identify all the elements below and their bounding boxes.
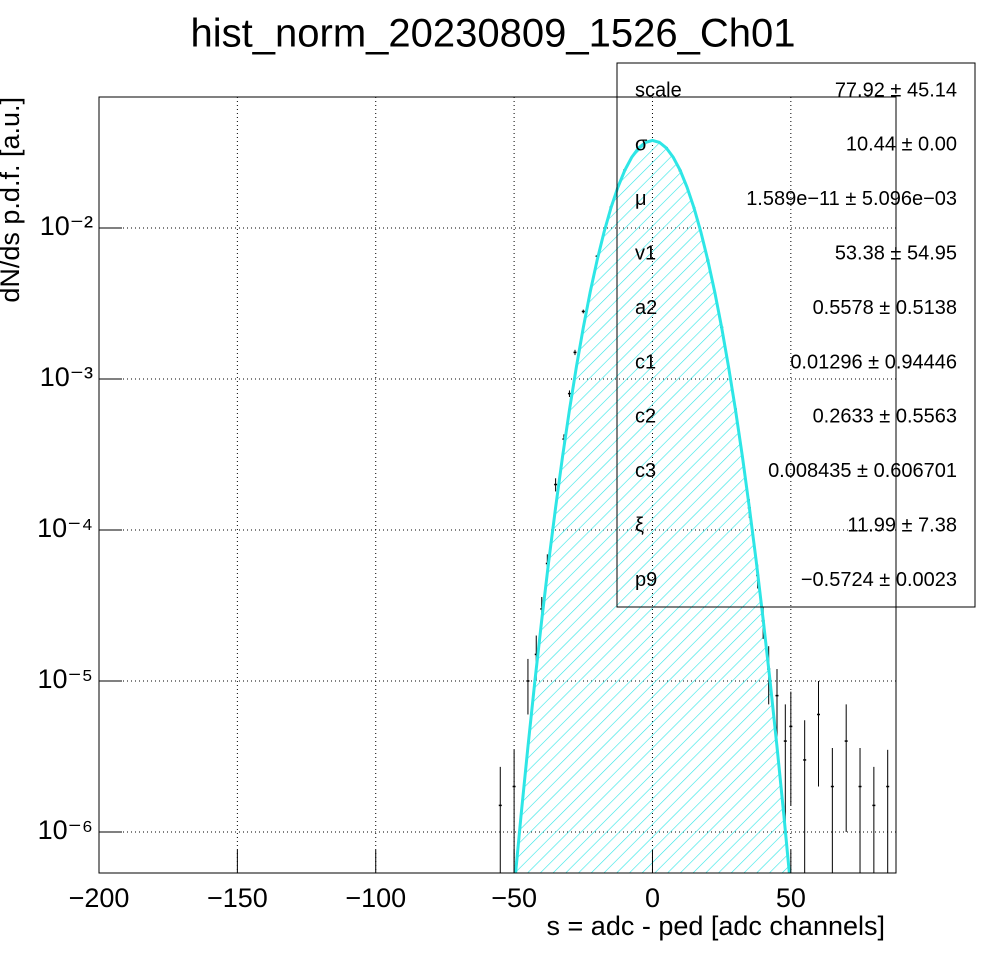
x-axis-title: s = adc - ped [adc channels] [547,911,885,941]
x-tick-label: −100 [345,883,406,913]
y-tick-label: 10⁻⁶ [38,815,93,845]
stat-name: ξ [635,514,644,536]
stat-value: 0.01296 ± 0.94446 [790,351,957,373]
stat-name: μ [635,188,647,210]
x-tick-label: −200 [69,883,130,913]
x-tick-label: −50 [491,883,537,913]
stat-value: −0.5724 ± 0.0023 [801,569,957,591]
stat-value: 11.99 ± 7.38 [847,514,957,536]
stat-value: 0.2633 ± 0.5563 [813,406,957,428]
stats-box: scale 77.92 ± 45.14 σ 10.44 ± 0.00 μ 1.589e−1… [616,62,976,608]
stat-name: a2 [635,297,657,319]
stat-name: σ [635,134,648,156]
stat-value: 77.92 ± 45.14 [835,79,957,101]
stat-value: 10.44 ± 0.00 [846,134,957,156]
stat-name: scale [635,79,682,101]
x-tick-label: −150 [207,883,268,913]
fit-area [515,140,790,873]
x-tick-label: 50 [776,883,806,913]
y-tick-label: 10⁻⁵ [38,664,93,694]
chart-title: hist_norm_20230809_1526_Ch01 [191,12,796,56]
y-tick-label: 10⁻³ [40,362,93,392]
stat-name: c1 [635,351,656,373]
plot-area [498,138,890,873]
y-axis-title: dN/ds p.d.f. [a.u.] [0,97,25,303]
stat-name: v1 [635,242,656,264]
stat-value: 53.38 ± 54.95 [835,242,957,264]
stat-name: c2 [635,406,656,428]
stat-name: c3 [635,460,656,482]
x-tick-label: 0 [645,883,660,913]
axes: −200 −150 −100 −50 0 50 10⁻⁶ 10⁻⁵ 10⁻⁴ 10⁻³ 10⁻² [37,211,806,913]
fit-curve [514,138,791,873]
stat-value: 1.589e−11 ± 5.096e−03 [746,188,957,210]
stat-value: 0.5578 ± 0.5138 [813,297,957,319]
y-tick-label: 10⁻² [40,211,93,241]
stat-name: p9 [635,569,657,591]
stats-frame [616,62,976,608]
y-tick-label: 10⁻⁴ [37,513,93,543]
frame [98,96,897,874]
stat-value: 0.008435 ± 0.606701 [768,460,957,482]
